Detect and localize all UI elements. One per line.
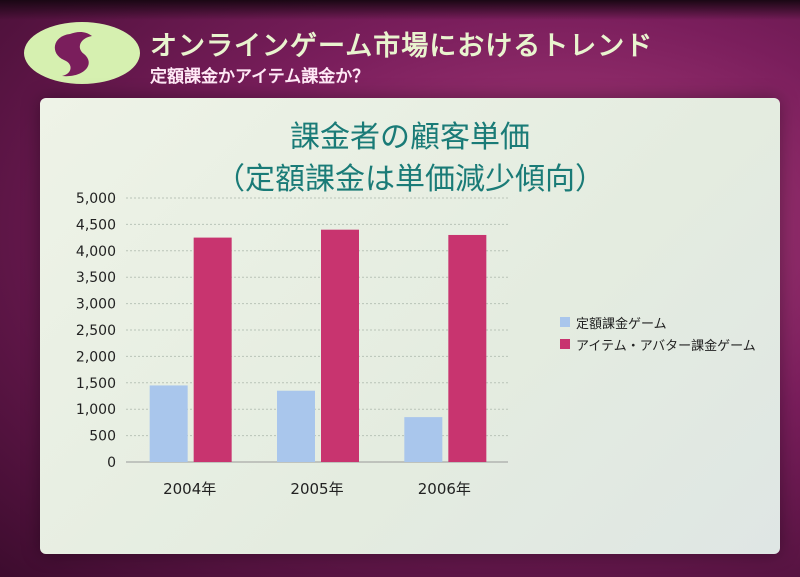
- y-tick-label: 500: [89, 429, 116, 445]
- y-tick-label: 0: [107, 455, 116, 471]
- y-tick-label: 4,500: [76, 217, 116, 233]
- y-tick-label: 4,000: [76, 244, 116, 260]
- company-logo: [24, 22, 140, 84]
- y-tick-label: 3,000: [76, 297, 116, 313]
- y-tick-label: 1,000: [76, 402, 116, 418]
- bar-item-billing: [193, 237, 232, 462]
- bar-flat-rate: [149, 385, 188, 462]
- y-tick-label: 1,500: [76, 376, 116, 392]
- slide-subtitle: 定額課金かアイテム課金か？: [150, 67, 370, 87]
- x-tick-label: 2005年: [290, 480, 343, 498]
- legend-item-item: アイテム・アバター課金ゲーム: [560, 333, 756, 355]
- bar-item-billing: [321, 229, 359, 462]
- y-tick-label: 5,000: [76, 191, 116, 207]
- legend-label-item: アイテム・アバター課金ゲーム: [576, 338, 756, 354]
- y-tick-label: 2,000: [76, 349, 116, 365]
- bar-item-billing: [448, 234, 487, 462]
- legend-label-flat: 定額課金ゲーム: [576, 316, 667, 332]
- chart-title: 課金者の顧客単価: [290, 120, 530, 155]
- y-tick-label: 2,500: [76, 323, 116, 339]
- bar-flat-rate: [404, 417, 443, 462]
- chart-legend: 定額課金ゲーム アイテム・アバター課金ゲーム: [560, 311, 756, 355]
- chart-subtitle: （定額課金は単価減少傾向）: [215, 162, 605, 197]
- x-tick-label: 2006年: [418, 480, 471, 498]
- bar-flat-rate: [277, 390, 315, 462]
- y-tick-label: 3,500: [76, 270, 116, 286]
- legend-swatch-item: [560, 339, 570, 349]
- legend-item-flat: 定額課金ゲーム: [560, 311, 756, 333]
- x-tick-label: 2004年: [163, 480, 216, 498]
- chart-panel: 課金者の顧客単価 （定額課金は単価減少傾向） 0 500 1,000 1,500 2,0…: [40, 98, 780, 554]
- screen-top-edge: [0, 0, 800, 20]
- bar-chart: 0 500 1,000 1,500 2,000 2,500 3,000 3,500 4,000 4…: [76, 191, 508, 498]
- slide-title: オンラインゲーム市場におけるトレンド: [150, 31, 654, 62]
- legend-swatch-flat: [560, 317, 570, 327]
